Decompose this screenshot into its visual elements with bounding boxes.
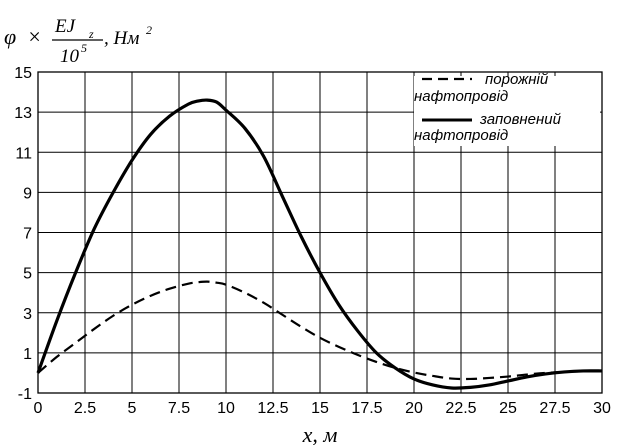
series-line-empty-pipeline xyxy=(37,280,603,381)
tick-labels: 0 2.5 5 7.5 10 12.5 15 17.5 20 22.5 25 27.5 30151311… xyxy=(14,65,611,417)
x-tick-label: 17.5 xyxy=(351,400,382,417)
x-tick-label: 22.5 xyxy=(445,400,476,417)
x-tick-label: 15 xyxy=(311,400,329,417)
x-tick-label: 7.5 xyxy=(168,400,190,417)
legend: порожній нафтопровід заповнений нафтопро… xyxy=(414,71,600,146)
y-label-exponent: 5 xyxy=(81,41,87,55)
x-tick-label: 30 xyxy=(593,400,611,417)
x-tick-label: 0 xyxy=(34,400,43,417)
y-label-unit-exponent: 2 xyxy=(146,23,152,37)
y-tick-label: 9 xyxy=(23,185,32,202)
y-axis-label: φ × EJ z 10 5 , Нм 2 xyxy=(4,16,152,67)
y-label-times: × xyxy=(27,24,42,49)
x-tick-label: 20 xyxy=(405,400,423,417)
y-label-subscript: z xyxy=(88,27,94,41)
x-tick-label: 10 xyxy=(217,400,235,417)
x-tick-label: 12.5 xyxy=(257,400,288,417)
x-axis-label: x, м xyxy=(302,422,338,445)
y-tick-label: 15 xyxy=(14,65,32,82)
y-tick-label: 1 xyxy=(23,346,32,363)
y-tick-label: 7 xyxy=(23,226,32,243)
legend-box xyxy=(414,76,600,146)
y-tick-label: 3 xyxy=(23,306,32,323)
legend-label-filled-line2: нафтопровід xyxy=(414,127,508,144)
legend-label-empty-line1: порожній xyxy=(485,71,549,88)
x-tick-label: 2.5 xyxy=(74,400,96,417)
y-label-unit: , Нм xyxy=(104,28,139,49)
y-tick-label: -1 xyxy=(18,386,32,403)
y-label-denominator: 10 xyxy=(60,46,80,67)
y-label-numerator: EJ xyxy=(54,16,77,37)
y-label-symbol: φ xyxy=(4,24,16,49)
y-tick-label: 13 xyxy=(14,105,32,122)
legend-label-filled-line1: заповнений xyxy=(479,111,562,128)
plot-frame xyxy=(37,71,603,394)
x-tick-label: 25 xyxy=(499,400,517,417)
legend-label-empty-line2: нафтопровід xyxy=(414,88,508,105)
y-tick-label: 11 xyxy=(15,145,32,162)
y-tick-label: 5 xyxy=(23,266,32,283)
series xyxy=(36,98,603,390)
x-tick-label: 27.5 xyxy=(539,400,570,417)
x-tick-label: 5 xyxy=(128,400,137,417)
series-line-filled-pipeline xyxy=(36,98,603,390)
